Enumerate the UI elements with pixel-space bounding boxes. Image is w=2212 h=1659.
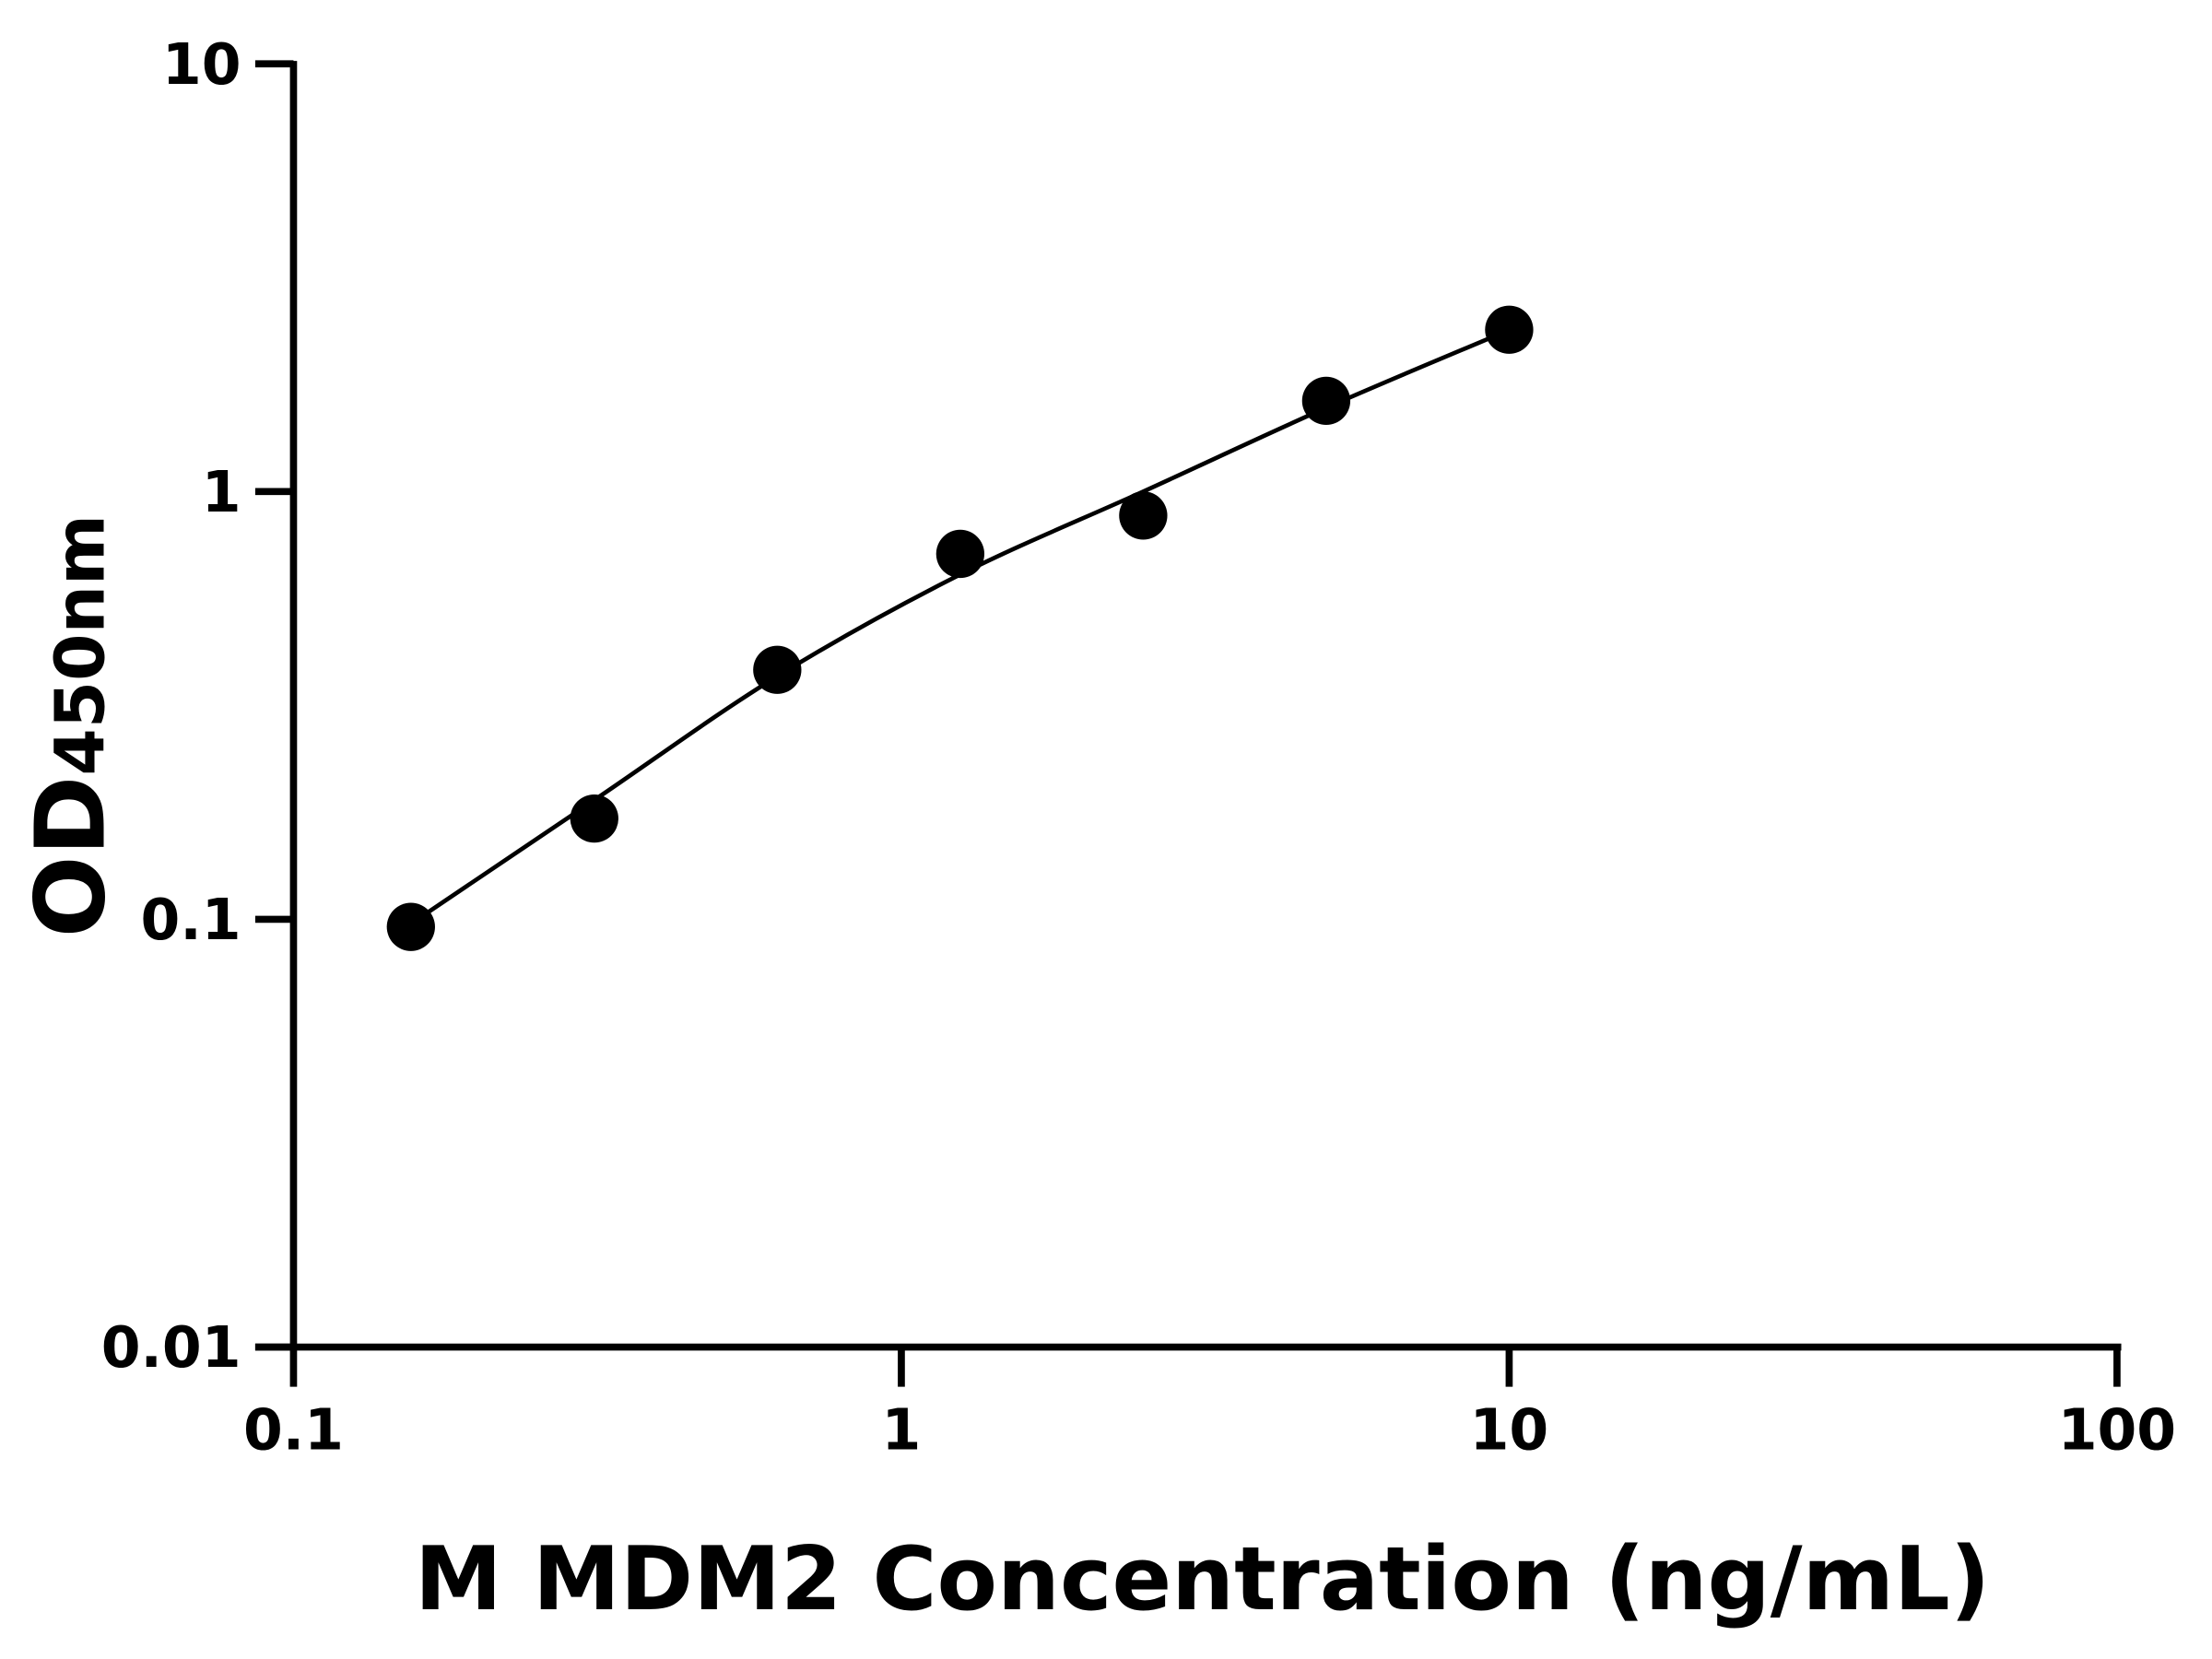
y-ticks: 0.01 0.1 1 10 — [101, 31, 294, 1381]
x-ticks: 0.1 1 10 100 — [243, 1347, 2176, 1463]
x-tick-label: 1 — [882, 1396, 922, 1463]
y-tick-label: 0.01 — [101, 1314, 241, 1381]
data-point — [935, 529, 985, 579]
y-tick-label: 1 — [202, 459, 241, 525]
data-point — [1485, 305, 1534, 354]
axes — [254, 61, 2122, 1351]
y-axis-label: OD450nm — [14, 514, 126, 937]
data-point — [386, 902, 435, 951]
data-point — [1301, 376, 1351, 426]
y-axis-label-main: OD — [14, 776, 126, 938]
data-point — [1119, 491, 1168, 540]
x-tick-label: 100 — [2058, 1396, 2176, 1463]
data-point — [753, 645, 802, 694]
x-tick-label: 0.1 — [243, 1396, 344, 1463]
x-axis-label: M MDM2 Concentration (ng/mL) — [415, 1528, 1990, 1630]
data-point — [570, 794, 618, 843]
y-tick-label: 0.1 — [141, 887, 241, 953]
y-axis-label-sub: 450nm — [41, 514, 120, 776]
x-tick-label: 10 — [1470, 1396, 1549, 1463]
data-points — [386, 305, 1534, 951]
y-tick-label: 10 — [162, 31, 241, 98]
